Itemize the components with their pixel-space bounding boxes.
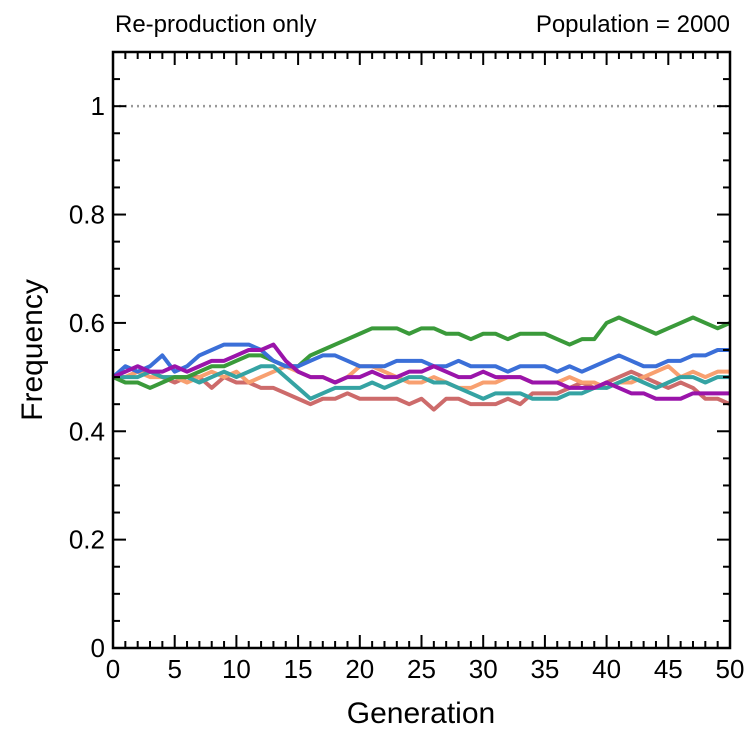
plot-frame	[111, 50, 732, 650]
y-tick-label: 0	[91, 633, 105, 663]
series-line	[112, 315, 731, 390]
x-tick-label: 0	[106, 654, 120, 684]
title-left: Re-production only	[115, 11, 316, 38]
x-tick-label: 50	[716, 654, 745, 684]
x-tick-label: 35	[530, 654, 559, 684]
y-tick-label: 0.2	[69, 525, 105, 555]
x-tick-label: 20	[345, 654, 374, 684]
x-tick-label: 45	[654, 654, 683, 684]
y-tick-label: 0.4	[69, 416, 105, 446]
y-tick-label: 1	[91, 91, 105, 121]
x-tick-label: 5	[167, 654, 181, 684]
y-tick-label: 0.6	[69, 308, 105, 338]
y-axis-label: Frequency	[16, 279, 49, 421]
series-line	[113, 369, 731, 412]
x-tick-label: 25	[407, 654, 436, 684]
title-right: Population = 2000	[536, 11, 730, 38]
series-line	[112, 342, 730, 401]
x-axis-label: Generation	[347, 697, 495, 730]
y-tick-label: 0.8	[69, 200, 105, 230]
series-line	[111, 342, 730, 379]
x-tick-label: 40	[592, 654, 621, 684]
x-tick-label: 30	[469, 654, 498, 684]
series-line	[113, 364, 730, 401]
x-tick-label: 10	[222, 654, 251, 684]
x-tick-label: 15	[284, 654, 313, 684]
